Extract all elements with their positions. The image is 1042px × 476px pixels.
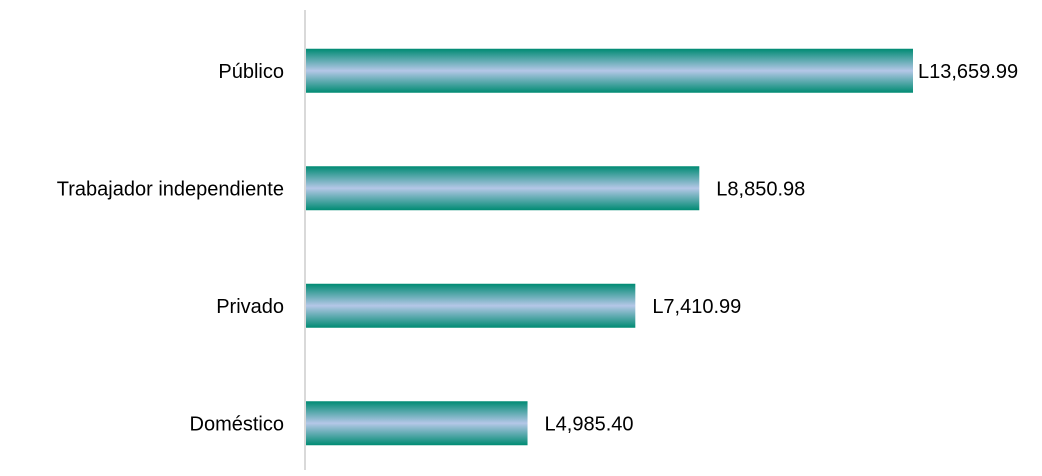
- category-label: Público: [218, 61, 284, 83]
- bar: [306, 166, 700, 211]
- bar: [306, 48, 913, 93]
- value-label: L8,850.98: [716, 178, 805, 200]
- value-label: L13,659.99: [918, 61, 1018, 83]
- bars-layer: Público L13,659.99 Trabajador independient…: [57, 48, 1018, 446]
- bar: [306, 283, 636, 328]
- category-label: Privado: [216, 296, 284, 318]
- value-label: L4,985.40: [545, 413, 634, 435]
- bar-group: Privado L7,410.99: [216, 283, 741, 328]
- bar-group: Público L13,659.99: [218, 48, 1018, 93]
- category-label: Doméstico: [190, 413, 284, 435]
- value-label: L7,410.99: [652, 296, 741, 318]
- bar-group: Doméstico L4,985.40: [190, 401, 634, 446]
- bar: [306, 401, 528, 446]
- category-label: Trabajador independiente: [57, 178, 284, 200]
- bar-group: Trabajador independiente L8,850.98: [57, 166, 805, 211]
